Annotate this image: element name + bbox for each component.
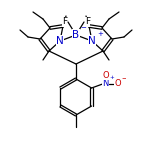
Text: O: O — [114, 79, 121, 88]
Text: +: + — [97, 31, 103, 37]
Text: O: O — [102, 71, 109, 79]
Text: −: − — [122, 75, 126, 80]
Text: N: N — [56, 36, 64, 46]
Text: +: + — [110, 75, 114, 80]
Text: F: F — [85, 17, 90, 26]
Text: −: − — [80, 25, 86, 31]
Text: N: N — [88, 36, 96, 46]
Text: N: N — [102, 79, 109, 88]
Text: B: B — [73, 30, 79, 40]
Text: F: F — [62, 17, 67, 26]
